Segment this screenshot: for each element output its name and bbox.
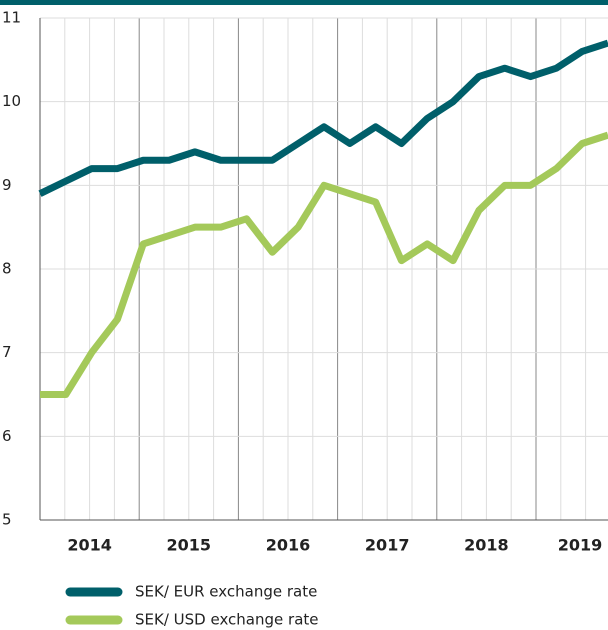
x-tick-label: 2015 [167,536,212,555]
x-tick-label: 2017 [365,536,410,555]
y-tick-label: 10 [2,92,21,110]
x-tick-label: 2018 [464,536,509,555]
legend-label: SEK/ EUR exchange rate [135,583,317,601]
y-tick-label: 6 [2,427,12,445]
legend-label: SEK/ USD exchange rate [135,611,319,629]
x-tick-label: 2014 [67,536,112,555]
y-tick-label: 8 [2,260,12,278]
x-tick-label: 2019 [558,536,603,555]
line-series [40,131,608,398]
y-tick-label: 7 [2,343,12,361]
top-bar [0,0,608,5]
y-tick-label: 11 [2,9,21,27]
x-tick-label: 2016 [266,536,311,555]
y-tick-label: 9 [2,176,12,194]
line-series [38,39,608,197]
y-tick-label: 5 [2,511,12,529]
